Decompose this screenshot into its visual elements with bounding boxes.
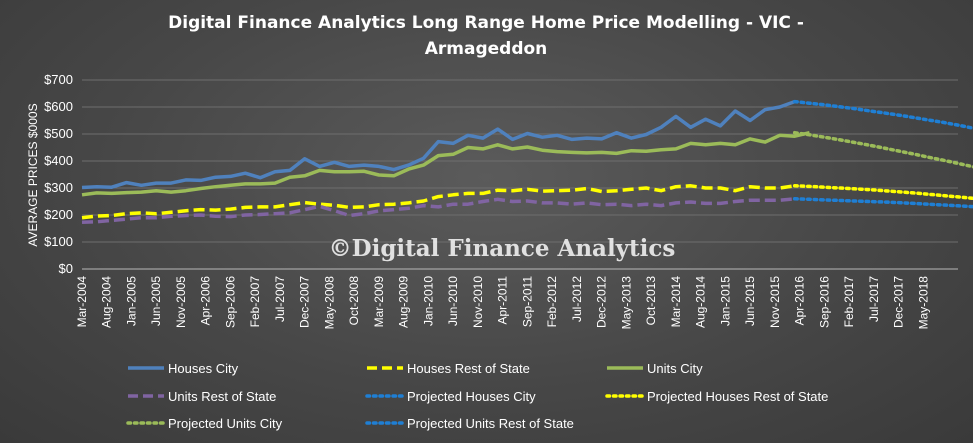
y-axis-label: AVERAGE PRICES $000S	[26, 103, 40, 246]
x-tick-label: Nov-2015	[768, 276, 782, 328]
y-tick-label: $400	[44, 153, 73, 168]
x-tick-label: Jan-2015	[718, 276, 732, 326]
y-tick-label: $0	[59, 261, 73, 276]
x-tick-label: Nov-2010	[471, 276, 485, 328]
series-line	[81, 184, 795, 220]
series-line	[792, 197, 973, 209]
x-tick-label: Jan-2010	[421, 276, 435, 326]
x-tick-label: Aug-2014	[694, 276, 708, 328]
x-tick-label: Jun-2010	[446, 276, 460, 326]
x-tick-label: Oct-2013	[644, 276, 658, 326]
x-tick-label: Mar-2014	[669, 276, 683, 328]
x-tick-label: Jan-2005	[124, 276, 138, 326]
x-tick-label: Apr-2011	[496, 276, 510, 325]
legend-label: Projected Houses City	[407, 389, 536, 404]
x-tick-label: Jul-2017	[867, 276, 881, 322]
legend-label: Units Rest of State	[168, 389, 276, 404]
x-tick-label: Dec-2012	[595, 276, 609, 328]
series-line	[81, 130, 810, 197]
series-line	[792, 99, 973, 130]
x-tick-label: Oct-2008	[347, 276, 361, 326]
x-tick-label: Apr-2006	[199, 276, 213, 326]
y-axis-ticks: $0 $100 $200 $300 $400 $500 $600 $700	[44, 72, 73, 276]
y-tick-label: $300	[44, 180, 73, 195]
y-tick-label: $600	[44, 99, 73, 114]
x-tick-label: Sep-2016	[817, 276, 831, 328]
x-tick-label: Dec-2007	[298, 276, 312, 328]
series-line	[792, 184, 973, 201]
x-tick-label: Nov-2005	[174, 276, 188, 328]
x-tick-label: May-2018	[916, 276, 930, 330]
x-tick-label: Jun-2015	[743, 276, 757, 326]
x-tick-label: May-2013	[619, 276, 633, 330]
legend-label: Projected Units City	[168, 416, 283, 431]
x-tick-label: Aug-2004	[100, 276, 114, 328]
legend-label: Houses City	[168, 361, 239, 376]
chart-title-line2: Armageddon	[425, 39, 548, 59]
y-tick-label: $200	[44, 207, 73, 222]
y-tick-label: $700	[44, 72, 73, 87]
x-tick-label: Sep-2006	[223, 276, 237, 328]
series-line	[81, 99, 796, 190]
x-tick-label: Feb-2012	[545, 276, 559, 328]
x-tick-label: Jun-2005	[149, 276, 163, 326]
x-tick-label: Dec-2017	[892, 276, 906, 328]
legend-label: Houses Rest of State	[407, 361, 530, 376]
x-tick-label: Mar-2009	[372, 276, 386, 328]
x-tick-label: Aug-2009	[397, 276, 411, 328]
legend-label: Units City	[647, 361, 703, 376]
watermark: ©Digital Finance Analytics	[329, 235, 676, 262]
x-tick-label: Jul-2012	[570, 276, 584, 322]
x-tick-label: May-2008	[322, 276, 336, 330]
legend: Houses City Houses Rest of State Units Cit…	[126, 361, 828, 431]
series-line	[81, 197, 795, 225]
x-tick-label: Mar-2004	[75, 276, 89, 328]
x-tick-label: Feb-2007	[248, 276, 262, 328]
y-tick-label: $100	[44, 234, 73, 249]
series-lines	[81, 99, 973, 225]
legend-label: Projected Houses Rest of State	[647, 389, 828, 404]
legend-label: Projected Units Rest of State	[407, 416, 574, 431]
series-line	[792, 130, 973, 169]
y-tick-label: $500	[44, 126, 73, 141]
x-axis-ticks: Mar-2004 Aug-2004 Jan-2005 Jun-2005 Nov-2005…	[75, 276, 930, 330]
x-tick-label: Sep-2011	[520, 276, 534, 327]
x-tick-label: Feb-2017	[842, 276, 856, 328]
x-tick-label: Apr-2016	[793, 276, 807, 326]
x-tick-label: Jul-2007	[273, 276, 287, 322]
chart-title-line1: Digital Finance Analytics Long Range Hom…	[168, 13, 804, 33]
